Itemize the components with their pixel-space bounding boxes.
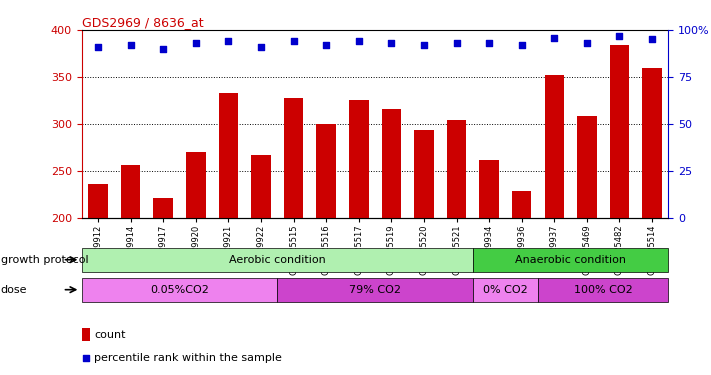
Bar	[82, 278, 277, 302]
Point	[158, 46, 169, 52]
Text: 100% CO2: 100% CO2	[574, 285, 633, 295]
Point	[353, 38, 365, 44]
Point	[223, 38, 234, 44]
Point	[92, 44, 104, 50]
Point	[646, 36, 658, 42]
Bar	[473, 278, 538, 302]
Point	[483, 40, 495, 46]
Bar	[316, 124, 336, 218]
Bar	[609, 45, 629, 218]
Point	[418, 42, 429, 48]
Text: Anaerobic condition: Anaerobic condition	[515, 255, 626, 265]
Bar	[88, 184, 108, 218]
Point	[385, 40, 397, 46]
Bar	[251, 154, 271, 218]
Text: GDS2969 / 8636_at: GDS2969 / 8636_at	[82, 16, 203, 29]
Point	[614, 33, 625, 39]
Text: percentile rank within the sample: percentile rank within the sample	[94, 352, 282, 363]
Bar	[447, 120, 466, 218]
Text: 79% CO2: 79% CO2	[349, 285, 401, 295]
Point	[125, 42, 137, 48]
Text: 0.05%CO2: 0.05%CO2	[150, 285, 209, 295]
Bar	[349, 100, 368, 218]
Bar	[382, 109, 401, 217]
Bar	[186, 152, 205, 217]
Bar	[538, 278, 668, 302]
Text: count: count	[94, 330, 126, 340]
Bar	[121, 165, 140, 218]
Point	[321, 42, 332, 48]
Text: Aerobic condition: Aerobic condition	[229, 255, 326, 265]
Bar	[642, 68, 662, 218]
Text: 0% CO2: 0% CO2	[483, 285, 528, 295]
Point	[516, 42, 528, 48]
Point	[80, 355, 91, 361]
Point	[581, 40, 592, 46]
Text: dose: dose	[1, 285, 27, 295]
Point	[190, 40, 201, 46]
Bar	[545, 75, 564, 217]
Bar	[154, 198, 173, 217]
Bar	[414, 130, 434, 218]
Bar	[577, 116, 597, 218]
Point	[549, 34, 560, 40]
Bar	[82, 248, 473, 272]
Bar	[473, 248, 668, 272]
Bar	[512, 191, 531, 217]
Text: growth protocol: growth protocol	[1, 255, 88, 265]
Point	[255, 44, 267, 50]
Bar	[284, 98, 304, 218]
Bar	[277, 278, 473, 302]
Point	[288, 38, 299, 44]
Bar	[219, 93, 238, 218]
Point	[451, 40, 462, 46]
Bar	[479, 160, 499, 218]
Bar	[82, 328, 90, 341]
